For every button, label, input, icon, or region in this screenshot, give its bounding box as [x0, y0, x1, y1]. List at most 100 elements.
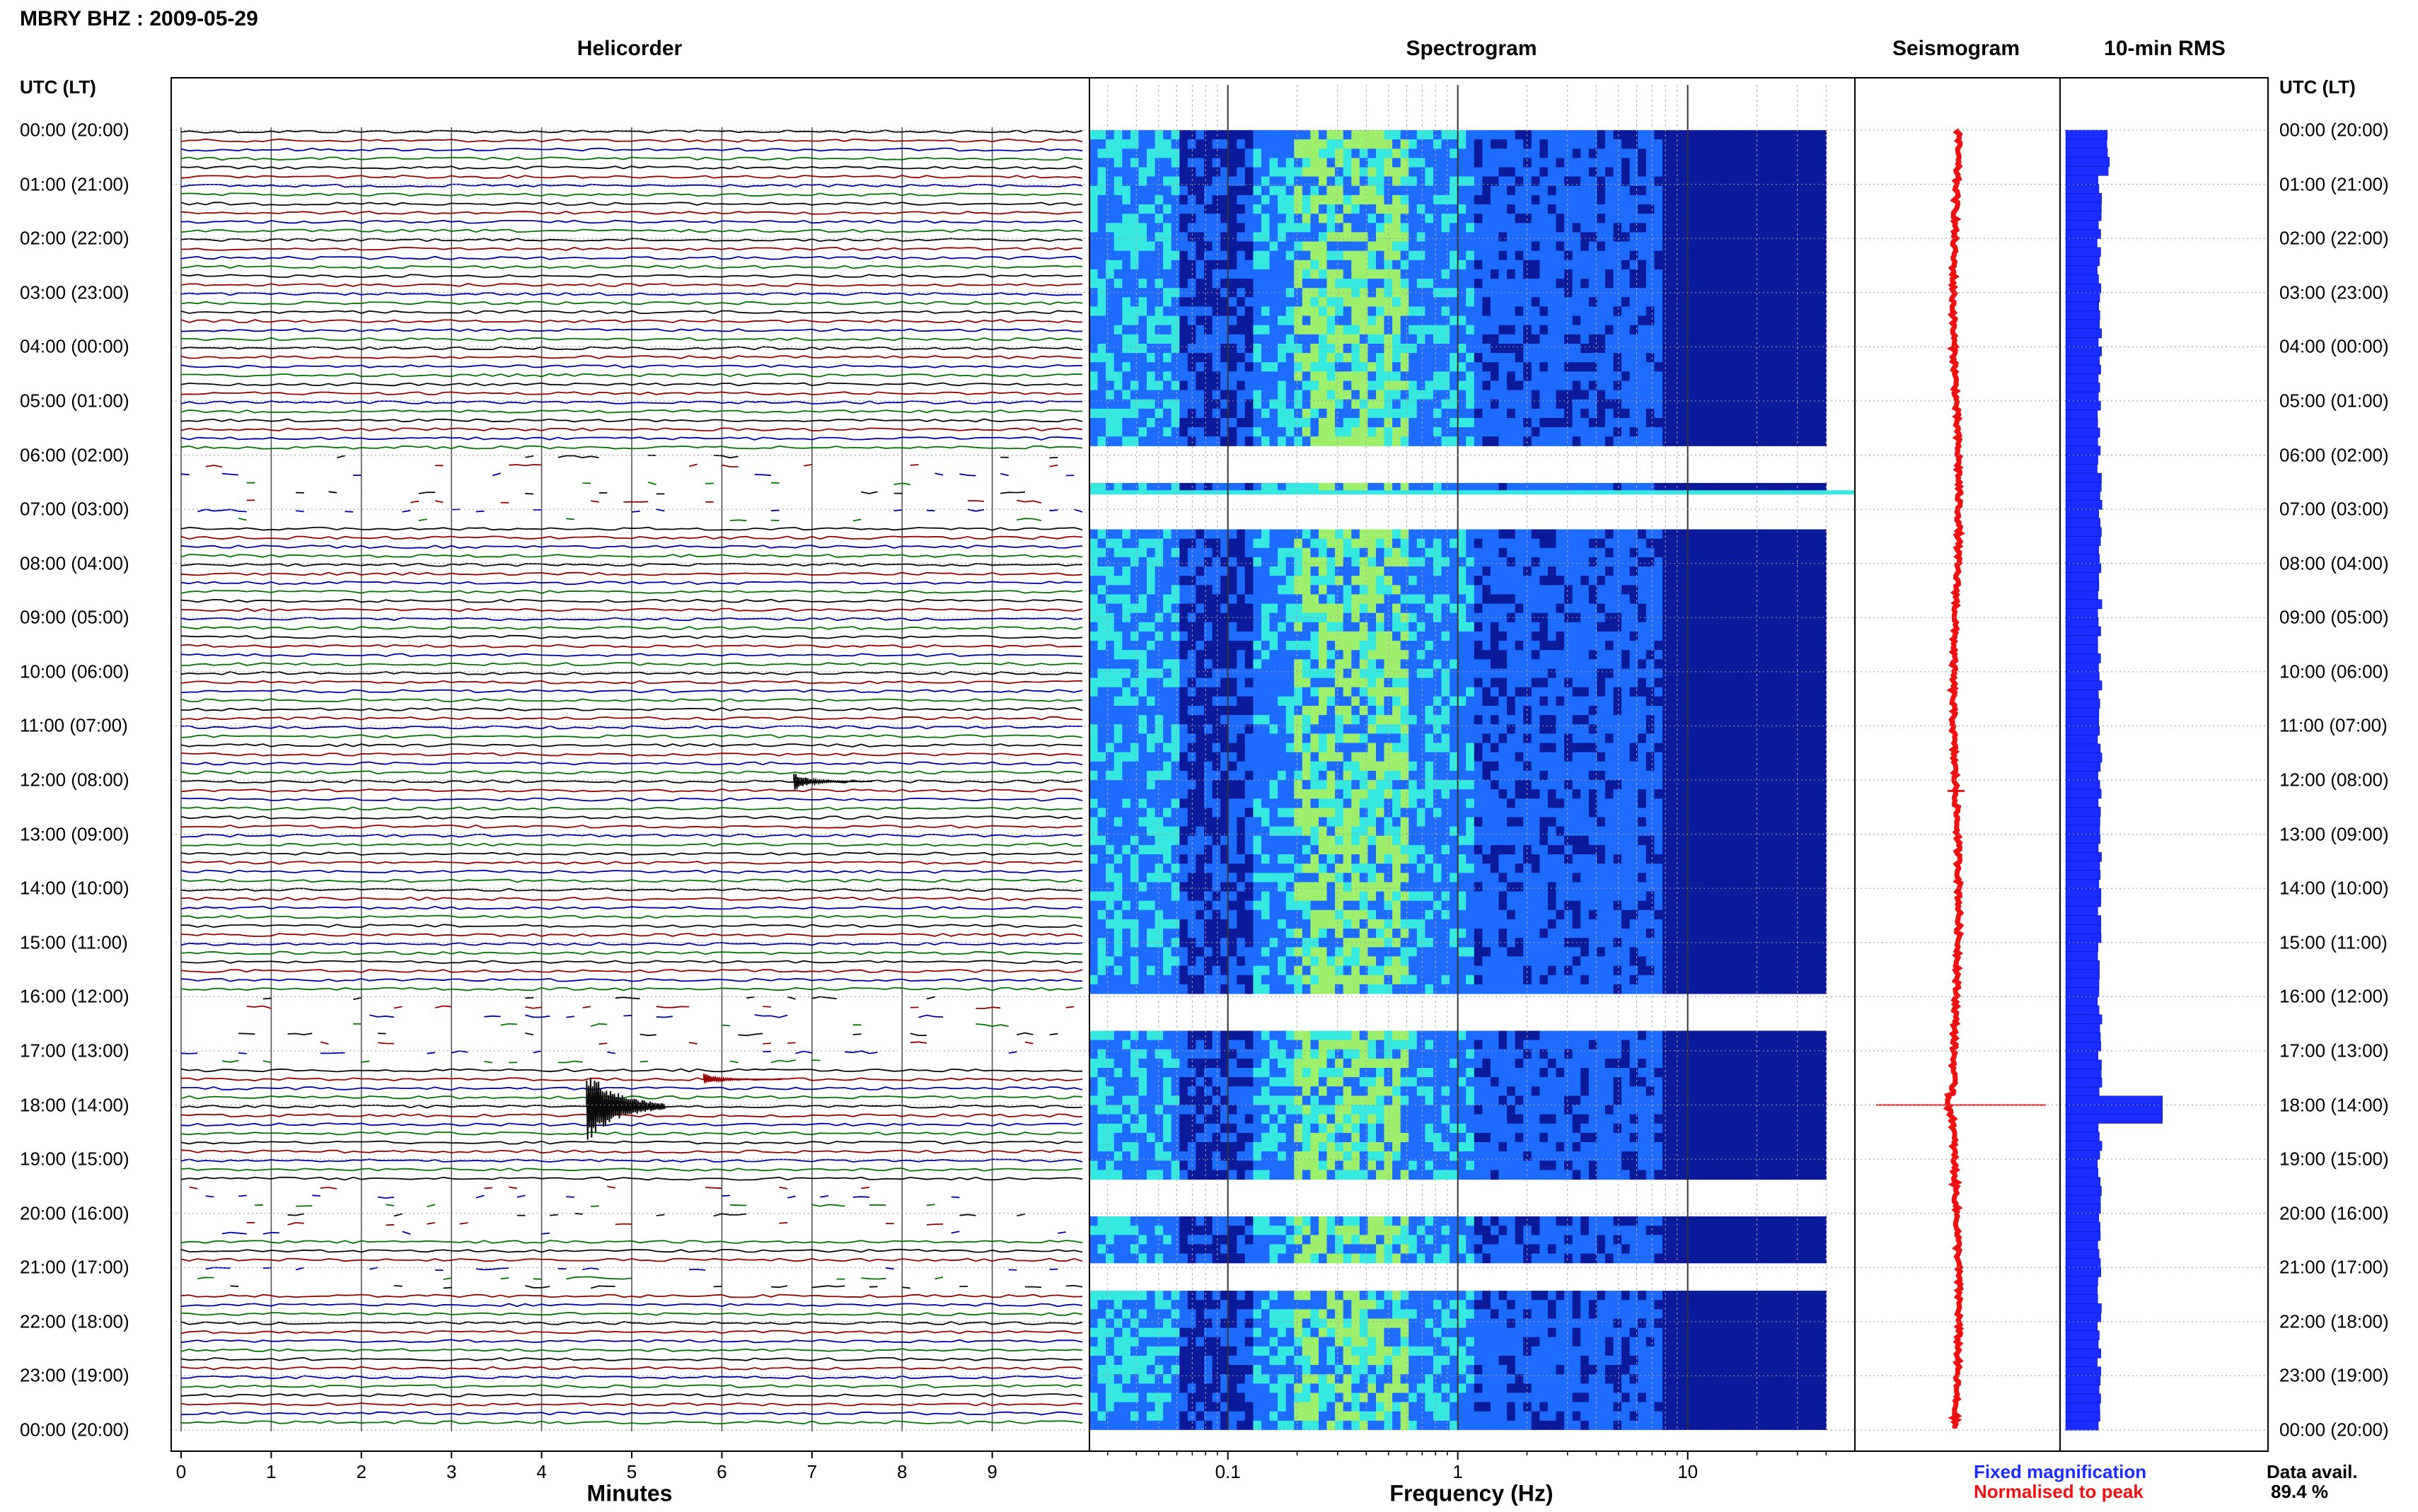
spectrogram-cell: [1367, 344, 1377, 354]
spectrogram-cell: [1319, 176, 1328, 187]
spectrogram-cell: [1106, 603, 1115, 614]
spectrogram-cell: [1482, 362, 1491, 372]
spectrogram-cell: [1752, 167, 1762, 178]
spectrogram-cell: [1728, 529, 1737, 540]
spectrogram-cell: [1212, 269, 1221, 279]
spectrogram-cell: [1319, 297, 1328, 307]
spectrogram-cell: [1416, 232, 1425, 243]
spectrogram-cell: [1523, 204, 1532, 214]
spectrogram-cell: [1113, 269, 1123, 279]
spectrogram-cell: [1441, 279, 1450, 289]
spectrogram-cell: [1269, 232, 1278, 243]
spectrogram-cell: [1171, 594, 1180, 605]
spectrogram-cell: [1204, 279, 1213, 289]
spectrogram-cell: [1163, 288, 1172, 298]
spectrogram-cell: [1433, 418, 1442, 428]
spectrogram-cell: [1179, 529, 1188, 540]
spectrogram-cell: [1687, 557, 1696, 567]
spectrogram-cell: [1089, 185, 1099, 196]
spectrogram-cell: [1319, 547, 1328, 558]
spectrogram-cell: [1319, 687, 1328, 697]
spectrogram-cell: [1155, 334, 1164, 344]
spectrogram-cell: [1769, 176, 1778, 187]
helicorder-trace: [180, 626, 1083, 630]
spectrogram-cell: [1604, 408, 1614, 419]
spectrogram-cell: [1629, 158, 1638, 168]
spectrogram-cell: [1319, 250, 1328, 261]
spectrogram-cell: [1138, 482, 1147, 493]
spectrogram-cell: [1547, 315, 1557, 326]
spectrogram-cell: [1130, 260, 1140, 270]
spectrogram-cell: [1106, 315, 1115, 326]
spectrogram-cell: [1482, 566, 1491, 576]
spectrogram-cell: [1703, 576, 1712, 586]
spectrogram-cell: [1416, 668, 1425, 679]
spectrogram-cell: [1613, 176, 1622, 187]
spectrogram-cell: [1507, 362, 1516, 372]
spectrogram-cell: [1670, 269, 1679, 279]
spectrogram-cell: [1285, 603, 1295, 614]
spectrogram-cell: [1408, 641, 1418, 651]
spectrogram-cell: [1196, 641, 1205, 651]
spectrogram-cell: [1196, 214, 1205, 223]
spectrogram-cell: [1261, 325, 1271, 335]
spectrogram-cell: [1564, 529, 1573, 540]
spectrogram-cell: [1261, 288, 1271, 298]
spectrogram-cell: [1097, 603, 1106, 614]
spectrogram-cell: [1343, 650, 1352, 660]
spectrogram-cell: [1187, 176, 1196, 187]
spectrogram-cell: [1621, 371, 1631, 381]
spectrogram-cell: [1416, 344, 1425, 354]
spectrogram-cell: [1687, 668, 1696, 679]
spectrogram-cell: [1760, 297, 1769, 307]
spectrogram-cell: [1155, 139, 1164, 149]
spectrogram-cell: [1319, 315, 1328, 326]
spectrogram-cell: [1253, 687, 1262, 697]
spectrogram-cell: [1196, 576, 1205, 586]
spectrogram-cell: [1400, 362, 1409, 372]
spectrogram-cell: [1711, 622, 1720, 632]
spectrogram-cell: [1760, 687, 1769, 697]
spectrogram-cell: [1130, 223, 1140, 233]
spectrogram-cell: [1580, 214, 1590, 223]
spectrogram-cell: [1645, 436, 1655, 446]
spectrogram-cell: [1474, 585, 1483, 595]
spectrogram-cell: [1122, 315, 1131, 326]
spectrogram-cell: [1326, 622, 1336, 632]
spectrogram-cell: [1498, 622, 1508, 632]
spectrogram-cell: [1523, 641, 1532, 651]
spectrogram-cell: [1335, 344, 1344, 354]
spectrogram-cell: [1531, 566, 1540, 576]
spectrogram-cell: [1687, 399, 1696, 409]
spectrogram-cell: [1613, 353, 1622, 363]
spectrogram-cell: [1138, 185, 1147, 196]
spectrogram-cell: [1810, 158, 1819, 168]
spectrogram-cell: [1776, 288, 1786, 298]
spectrogram-cell: [1457, 594, 1467, 605]
spectrogram-cell: [1769, 250, 1778, 261]
helicorder-trace: [180, 1122, 1083, 1127]
spectrogram-cell: [1539, 436, 1549, 446]
spectrogram-cell: [1351, 622, 1360, 632]
spectrogram-cell: [1130, 315, 1140, 326]
spectrogram-cell: [1588, 650, 1597, 660]
spectrogram-cell: [1629, 585, 1638, 595]
spectrogram-cell: [1670, 194, 1679, 205]
spectrogram-cell: [1556, 529, 1565, 540]
spectrogram-cell: [1515, 149, 1524, 158]
spectrogram-cell: [1278, 687, 1287, 697]
spectrogram-cell: [1695, 149, 1704, 158]
spectrogram-cell: [1450, 547, 1459, 558]
spectrogram-cell: [1728, 269, 1737, 279]
spectrogram-cell: [1695, 176, 1704, 187]
spectrogram-cell: [1196, 529, 1205, 540]
spectrogram-cell: [1089, 232, 1099, 243]
spectrogram-cell: [1351, 538, 1360, 549]
spectrogram-cell: [1097, 130, 1106, 140]
spectrogram-cell: [1253, 176, 1262, 187]
spectrogram-cell: [1441, 594, 1450, 605]
spectrogram-cell: [1810, 297, 1819, 307]
spectrogram-cell: [1384, 547, 1393, 558]
spectrogram-cell: [1556, 678, 1565, 688]
spectrogram-cell: [1196, 427, 1205, 437]
